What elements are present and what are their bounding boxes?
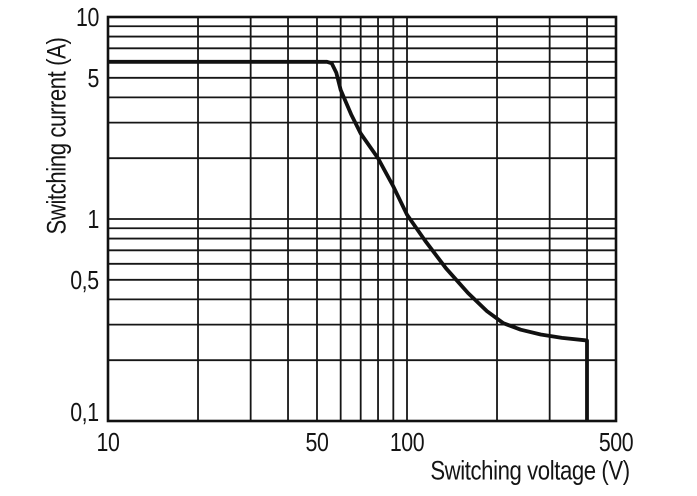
x-tick-label: 100 (389, 427, 425, 457)
plot-border (106, 15, 618, 423)
y-tick-label: 10 (76, 2, 99, 32)
y-tick-label: 1 (87, 204, 100, 234)
switching-load-limit-curve (108, 59, 589, 421)
x-tick-label: 10 (96, 427, 120, 457)
y-tick-label: 5 (87, 62, 100, 93)
x-axis-title: Switching voltage (V) (430, 455, 630, 486)
x-tick-label: 50 (305, 427, 329, 457)
y-axis-title: Switching current (A) (41, 37, 72, 235)
x-tick-label: 500 (598, 427, 634, 457)
y-tick-label: 0,1 (70, 397, 100, 427)
y-tick-label: 0,5 (70, 264, 100, 295)
